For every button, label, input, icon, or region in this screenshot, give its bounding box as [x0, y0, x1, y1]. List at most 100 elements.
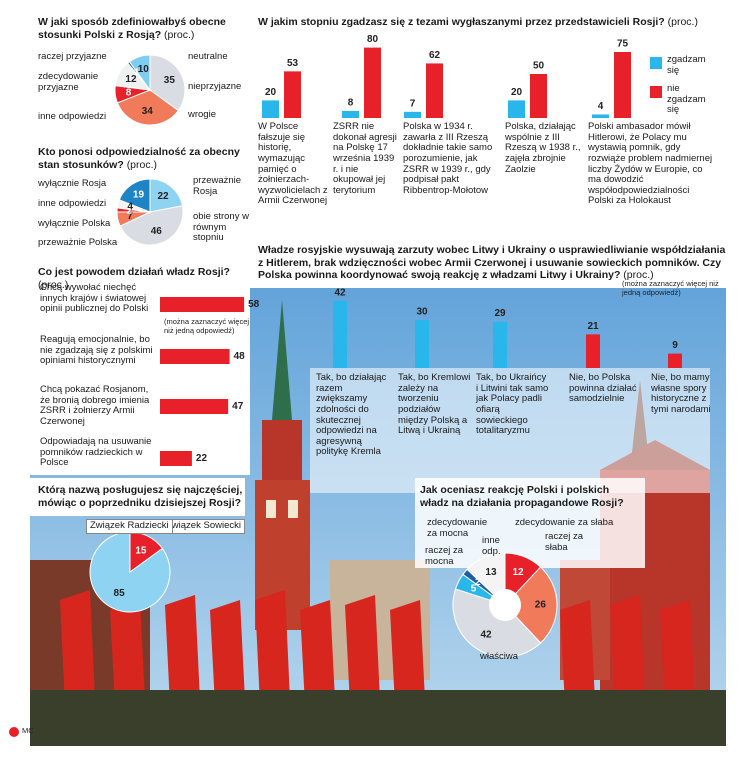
bar [592, 114, 609, 118]
pie-slice [452, 588, 542, 658]
value-label: 21 [587, 321, 599, 332]
category-label: Tak, bo Kremlowi zależy na tworzeniu pod… [398, 372, 471, 437]
slice-label: raczej za słaba [545, 531, 584, 553]
pie-slice [466, 552, 506, 607]
bar [415, 320, 429, 368]
slice-label: inne odp. [482, 535, 501, 557]
pie-slice [118, 178, 151, 213]
value-label: 20 [511, 87, 523, 98]
value-label: 75 [617, 39, 629, 50]
value-label: 50 [533, 61, 545, 72]
value-label: 42 [480, 629, 492, 640]
category-label: Tak, bo działając razem zwiększamy zdoln… [316, 372, 387, 458]
title-text: Jak oceniasz reakcję Polski i polskich w… [420, 484, 624, 509]
value-label: 34 [142, 106, 154, 117]
value-label: 20 [265, 87, 277, 98]
value-label: 53 [287, 58, 299, 69]
chart-title: Jak oceniasz reakcję Polski i polskich w… [420, 484, 635, 509]
value-label: 13 [485, 567, 497, 578]
value-label: 4 [127, 202, 133, 213]
pie-slice [89, 531, 171, 613]
value-label: 48 [234, 351, 246, 362]
value-label: 30 [416, 307, 428, 318]
bar [262, 100, 279, 118]
slice-label: inne odpowiedzi [38, 111, 107, 122]
value-label: 46 [151, 226, 163, 237]
title-text: Co jest powodem działań władz Rosji? [38, 266, 230, 278]
bar [614, 52, 631, 118]
value-label: 29 [494, 308, 506, 319]
value-label: 80 [367, 34, 379, 45]
value-label: 2 [127, 205, 133, 216]
category-label: Nie, bo mamy własne spory historyczne z … [651, 372, 711, 415]
title-unit: (proc.) [126, 158, 158, 171]
slice-label: przeważnie Polska [38, 237, 118, 248]
title-text: Którą nazwą posługujesz się najczęściej,… [38, 484, 243, 509]
bar [160, 349, 230, 364]
slice-label: raczej przyjazne [38, 51, 107, 62]
value-label: 42 [334, 287, 346, 298]
bar [426, 63, 443, 118]
slice-label: wyłącznie Rosja [38, 178, 107, 189]
bar [284, 71, 301, 118]
bar [493, 321, 507, 368]
value-label: 1 [134, 67, 140, 78]
bar [160, 297, 245, 312]
category-label: W Polsce fałszuje się historię, wymazują… [258, 121, 328, 207]
legend-label: zgadzam się [667, 54, 706, 76]
legend-swatch [650, 57, 662, 69]
slice-label: Związek Radziecki [86, 519, 173, 534]
category-label: Nie, bo Polska powinna działać samodziel… [569, 372, 637, 405]
note: (można zaznaczyć więcej niż jedną odpowi… [164, 317, 250, 335]
value-label: 7 [127, 211, 133, 222]
pie-slice [128, 54, 151, 92]
value-label: 62 [429, 50, 441, 61]
value-label: 7 [410, 98, 416, 109]
value-label: 19 [133, 190, 145, 201]
value-label: 12 [125, 74, 137, 85]
title-unit: (proc.) [38, 278, 69, 291]
slice-label: neutralne [188, 51, 228, 62]
category-label: Tak, bo Ukraińcy i Litwini tak samo jak … [476, 372, 549, 437]
chart-title: Kto ponosi odpowiedzialność za obecny st… [38, 146, 248, 171]
title-unit: (proc.) [623, 269, 654, 282]
value-label: 85 [114, 588, 126, 599]
value-label: 12 [512, 567, 524, 578]
slice-label: wrogie [188, 109, 216, 120]
pie-hole [489, 589, 521, 621]
bar [160, 399, 229, 414]
title-unit: (proc.) [164, 28, 195, 41]
legend-label: nie zgadzam się [667, 83, 706, 116]
credit: MC [22, 726, 34, 735]
slice-label: zdecydowanie za mocna [427, 517, 488, 539]
value-label: 10 [138, 64, 150, 75]
chart-title: W jakim stopniu zgadzasz się z tezami wy… [258, 16, 728, 29]
title-text: Władze rosyjskie wysuwają zarzuty wobec … [258, 244, 726, 282]
value-label: 15 [135, 545, 147, 556]
chart-title: Co jest powodem działań władz Rosji? (pr… [38, 266, 248, 291]
category-label: Chcą pokazać Rosjanom, że bronią dobrego… [40, 384, 150, 427]
bar [333, 300, 347, 368]
slice-label: przeważnie Rosja [193, 175, 242, 197]
value-label: 8 [126, 87, 132, 98]
title-unit: (proc.) [667, 16, 698, 28]
value-label: 5 [471, 584, 477, 595]
slice-label: raczej za mocna [425, 545, 464, 567]
bar [586, 334, 600, 368]
value-label: 9 [672, 340, 678, 351]
category-label: Polski ambasador mówił Hitlerowi, że Pol… [588, 121, 713, 207]
value-label: 35 [164, 75, 176, 86]
pie-slice [149, 54, 186, 112]
value-label: 58 [248, 299, 260, 310]
pie-slice [116, 89, 180, 126]
bar [160, 451, 192, 466]
value-label: 47 [232, 401, 244, 412]
legend-swatch [650, 86, 662, 98]
value-label: 2 [475, 577, 481, 588]
category-label: Polska, działając wspólnie z III Rzeszą … [505, 121, 581, 175]
slice-label: obie strony w równym stopniu [193, 211, 249, 244]
bar [530, 74, 547, 118]
value-label: 22 [196, 453, 208, 464]
